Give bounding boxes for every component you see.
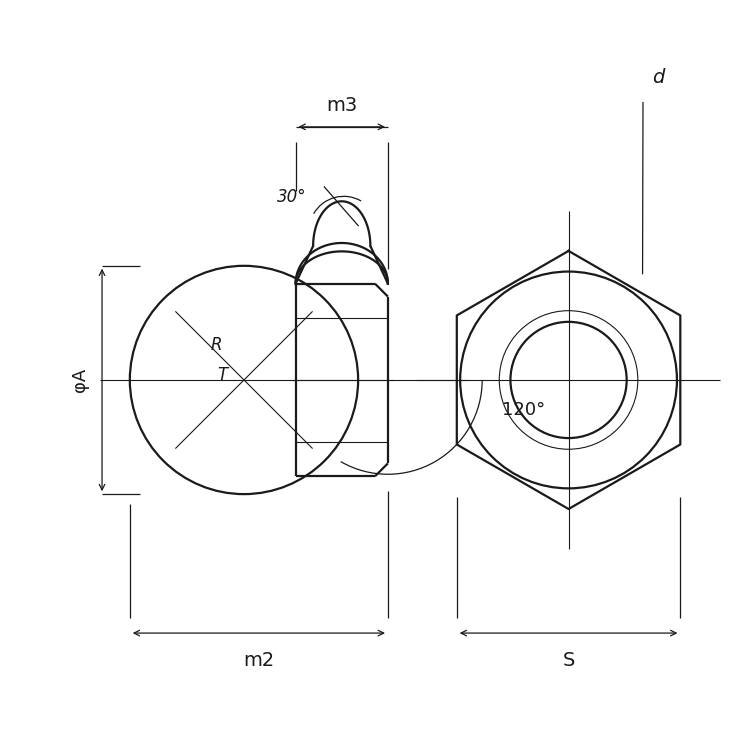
- Text: φA: φA: [71, 368, 89, 392]
- Text: d: d: [652, 68, 664, 87]
- Text: 120°: 120°: [502, 400, 545, 418]
- Text: 30°: 30°: [278, 188, 307, 206]
- Text: S: S: [562, 651, 574, 670]
- Text: T: T: [217, 366, 227, 384]
- Text: m3: m3: [326, 96, 357, 115]
- Text: R: R: [211, 336, 222, 354]
- Text: m2: m2: [243, 651, 274, 670]
